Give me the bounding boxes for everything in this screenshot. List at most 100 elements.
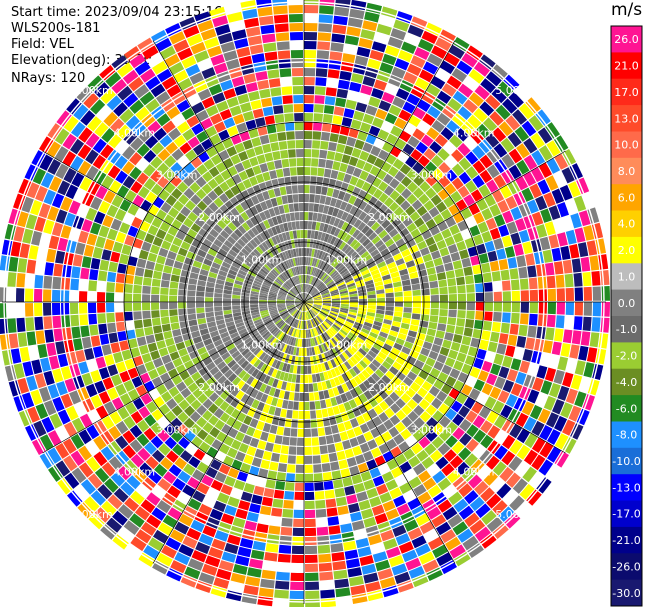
range-gate-cell [288, 149, 296, 158]
range-gate-cell [271, 285, 279, 291]
range-gate-cell [245, 208, 254, 219]
range-gate-cell [130, 490, 145, 505]
range-gate-cell [296, 266, 300, 275]
range-gate-cell [509, 323, 519, 335]
range-gate-cell [553, 135, 569, 152]
range-gate-cell [546, 275, 556, 289]
range-gate-cell [328, 525, 341, 535]
range-gate-cell [412, 393, 423, 404]
range-gate-cell [285, 335, 291, 344]
range-gate-cell [223, 225, 233, 236]
range-gate-cell [282, 167, 291, 177]
range-gate-cell [523, 449, 538, 466]
range-gate-cell [310, 309, 317, 316]
range-gate-cell [268, 305, 277, 308]
range-gate-cell [102, 377, 114, 390]
range-gate-cell [406, 63, 422, 77]
range-gate-cell [279, 223, 285, 233]
range-gate-cell [529, 289, 538, 302]
range-gate-cell [164, 379, 175, 391]
range-gate-cell [64, 212, 76, 227]
range-gate-cell [469, 519, 486, 535]
range-gate-cell [75, 242, 86, 255]
range-gate-cell [327, 69, 340, 79]
range-gate-cell [281, 353, 287, 362]
range-gate-cell [228, 346, 238, 355]
range-gate-cell [444, 332, 454, 341]
range-gate-cell [344, 246, 352, 255]
range-gate-cell [230, 207, 240, 218]
range-gate-cell [54, 128, 70, 145]
range-gate-cell [57, 409, 71, 425]
range-gate-cell [251, 332, 260, 339]
range-gate-cell [25, 303, 34, 317]
range-gate-cell [132, 194, 145, 207]
range-gate-cell [255, 117, 266, 128]
range-gate-cell [388, 426, 400, 438]
range-gate-cell [394, 170, 406, 182]
range-gate-cell [322, 275, 330, 283]
range-gate-cell [210, 381, 221, 392]
range-gate-cell [344, 361, 352, 370]
range-gate-cell [251, 285, 261, 291]
range-gate-cell [429, 141, 442, 154]
range-gate-cell [328, 452, 338, 462]
range-gate-cell [348, 399, 358, 409]
range-gate-cell [571, 330, 582, 345]
range-gate-cell [358, 302, 367, 305]
range-gate-cell [491, 88, 507, 104]
range-gate-cell [360, 29, 376, 40]
range-gate-cell [292, 287, 299, 295]
range-gate-cell [326, 507, 338, 517]
range-gate-cell [262, 106, 274, 117]
range-gate-cell [156, 68, 173, 83]
range-gate-cell [302, 303, 304, 311]
range-gate-cell [309, 310, 315, 318]
range-gate-cell [478, 253, 489, 264]
range-gate-cell [226, 343, 236, 351]
range-gate-cell [412, 128, 425, 141]
range-gate-cell [224, 313, 233, 319]
range-gate-cell [35, 403, 49, 420]
range-gate-cell [422, 477, 437, 491]
range-gate-cell [545, 122, 560, 139]
range-gate-cell [355, 232, 364, 241]
range-gate-cell [105, 71, 122, 88]
range-gate-cell [76, 86, 93, 103]
range-gate-cell [361, 269, 370, 276]
range-gate-cell [318, 285, 326, 291]
range-gate-cell [527, 265, 537, 278]
range-gate-cell [276, 319, 284, 327]
range-gate-cell [230, 154, 241, 165]
range-gate-cell [265, 543, 279, 553]
range-gate-cell [93, 435, 107, 451]
range-gate-cell [474, 85, 490, 100]
range-gate-cell [88, 291, 97, 302]
range-gate-cell [136, 433, 150, 447]
range-gate-cell [271, 284, 280, 290]
range-gate-cell [17, 332, 28, 348]
range-gate-cell [296, 302, 304, 308]
range-gate-cell [353, 110, 365, 122]
range-gate-cell [369, 331, 378, 339]
range-gate-cell [181, 107, 195, 120]
range-gate-cell [490, 331, 500, 343]
range-gate-cell [52, 289, 61, 302]
range-gate-cell [405, 557, 422, 571]
range-gate-cell [304, 473, 314, 483]
range-gate-cell [125, 402, 138, 415]
range-gate-cell [90, 196, 103, 211]
range-gate-cell [305, 284, 307, 293]
range-gate-cell [321, 408, 329, 418]
range-gate-cell [340, 182, 349, 192]
range-gate-cell [270, 326, 278, 334]
range-gate-cell [287, 240, 293, 249]
range-gate-cell [259, 211, 267, 221]
range-gate-cell [90, 257, 101, 270]
range-gate-cell [476, 198, 489, 211]
range-gate-cell [274, 159, 283, 169]
range-gate-cell [372, 253, 382, 261]
range-gate-cell [313, 303, 322, 305]
range-gate-cell [523, 154, 538, 171]
range-gate-cell [156, 365, 167, 376]
